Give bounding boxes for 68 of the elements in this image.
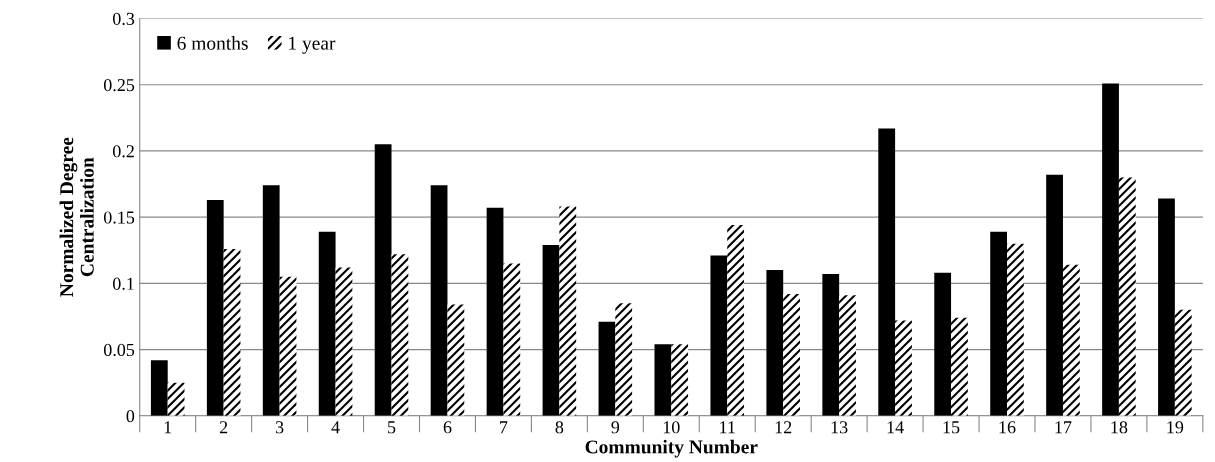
x-tick-label: 18	[1111, 421, 1128, 434]
bar	[934, 272, 952, 416]
y-tick-label: 0.2	[112, 145, 134, 158]
bar	[654, 344, 672, 416]
bar	[503, 263, 521, 416]
bar	[951, 317, 968, 416]
x-tick-label: 1	[164, 421, 172, 434]
bar	[1046, 174, 1063, 416]
bar	[223, 248, 241, 416]
x-tick-label: 10	[663, 421, 680, 434]
bar	[822, 274, 840, 416]
bar	[990, 231, 1008, 416]
bar	[1158, 198, 1175, 416]
y-tick-label: 0.15	[103, 211, 135, 224]
bar	[150, 360, 168, 416]
bar	[1007, 243, 1024, 416]
bar	[598, 321, 616, 416]
x-tick-label: 2	[219, 421, 228, 434]
y-tick-label: 0.1	[112, 277, 134, 290]
bar	[727, 225, 745, 416]
bar	[878, 128, 896, 416]
x-tick-label: 11	[720, 421, 735, 434]
bar	[1174, 309, 1192, 416]
x-tick-label: 14	[887, 421, 904, 434]
bar	[447, 304, 465, 416]
x-tick-label: 16	[999, 421, 1016, 434]
bar	[615, 303, 633, 416]
x-tick-label: 7	[500, 421, 508, 434]
bar	[167, 382, 185, 416]
x-tick-label: 19	[1167, 421, 1184, 434]
x-axis-title: Community Number	[585, 439, 758, 458]
bar	[391, 254, 409, 416]
bar	[1102, 83, 1119, 416]
bar	[262, 185, 280, 416]
x-tick-label: 15	[943, 421, 960, 434]
bar	[1062, 264, 1080, 416]
x-tick-label: 17	[1055, 421, 1072, 434]
bar	[279, 276, 297, 416]
x-tick-label: 5	[388, 421, 396, 434]
x-tick-label: 6	[443, 421, 452, 434]
legend-label: 6 months	[177, 36, 248, 50]
bar	[430, 185, 448, 416]
x-tick-label: 4	[331, 421, 340, 434]
bar	[486, 207, 504, 416]
y-tick-label: 0.05	[103, 343, 135, 357]
y-tick-label: 0.25	[103, 78, 135, 92]
y-axis-title: Normalized Degree Centralization	[59, 137, 94, 297]
y-tick-label: 0.3	[112, 12, 135, 25]
bar	[374, 144, 392, 416]
bar	[766, 270, 784, 416]
bar	[895, 320, 912, 416]
x-tick-label: 8	[555, 421, 564, 434]
bar	[335, 267, 353, 416]
bar	[1118, 177, 1136, 416]
bar	[783, 293, 800, 416]
x-tick-label: 12	[775, 421, 792, 434]
x-tick-label: 9	[611, 421, 620, 434]
bar	[542, 244, 560, 416]
y-tick-label: 0	[126, 410, 135, 423]
x-tick-label: 3	[275, 421, 284, 434]
bar	[671, 344, 689, 416]
bar	[206, 199, 224, 416]
bar	[559, 206, 577, 416]
bar	[318, 231, 336, 416]
x-tick-label: 13	[831, 421, 848, 434]
bar	[710, 255, 728, 416]
bar	[839, 295, 856, 416]
legend-label: 1 year	[289, 36, 336, 54]
